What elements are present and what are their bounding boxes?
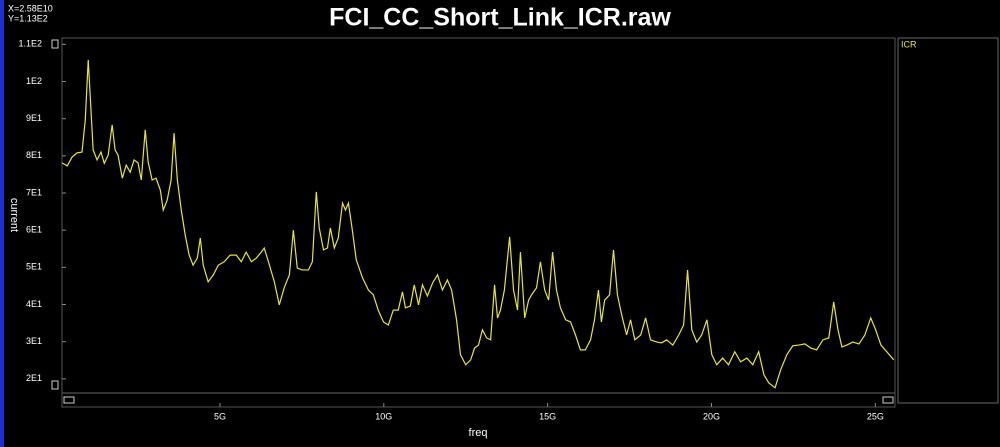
- side-strip: [0, 0, 4, 447]
- y-tick-label: 2E1: [26, 373, 42, 383]
- y-tick-label: 5E1: [26, 262, 42, 272]
- y-axis-label: current: [8, 198, 20, 232]
- scroll-handle[interactable]: [882, 396, 894, 404]
- data-line: [61, 59, 895, 389]
- cursor-y: Y=1.13E2: [8, 13, 48, 23]
- axis-frame: [61, 37, 896, 408]
- cursor-x: X=2.58E10: [8, 3, 53, 13]
- x-tick-label: 15G: [539, 411, 556, 421]
- y-tick-label: 3E1: [26, 336, 42, 346]
- y-tick-label: 1E2: [26, 76, 42, 86]
- legend-box: [897, 37, 999, 404]
- y-tick-label: 9E1: [26, 113, 42, 123]
- y-tick-label: 7E1: [26, 187, 42, 197]
- y-tick-label: 1.1E2: [18, 39, 42, 49]
- y-tick-label: 4E1: [26, 299, 42, 309]
- x-tick-label: 25G: [867, 411, 884, 421]
- y-tick-label: 8E1: [26, 150, 42, 160]
- x-tick-label: 5G: [214, 411, 226, 421]
- x-axis-label: freq: [469, 427, 488, 439]
- scroll-handle[interactable]: [51, 39, 59, 49]
- scroll-handle[interactable]: [63, 396, 75, 404]
- x-tick-label: 10G: [375, 411, 392, 421]
- chart-title: FCI_CC_Short_Link_ICR.raw: [329, 4, 671, 32]
- legend-label: ICR: [901, 39, 917, 49]
- scroll-handle[interactable]: [51, 380, 59, 390]
- x-tick-label: 20G: [703, 411, 720, 421]
- y-tick-label: 6E1: [26, 225, 42, 235]
